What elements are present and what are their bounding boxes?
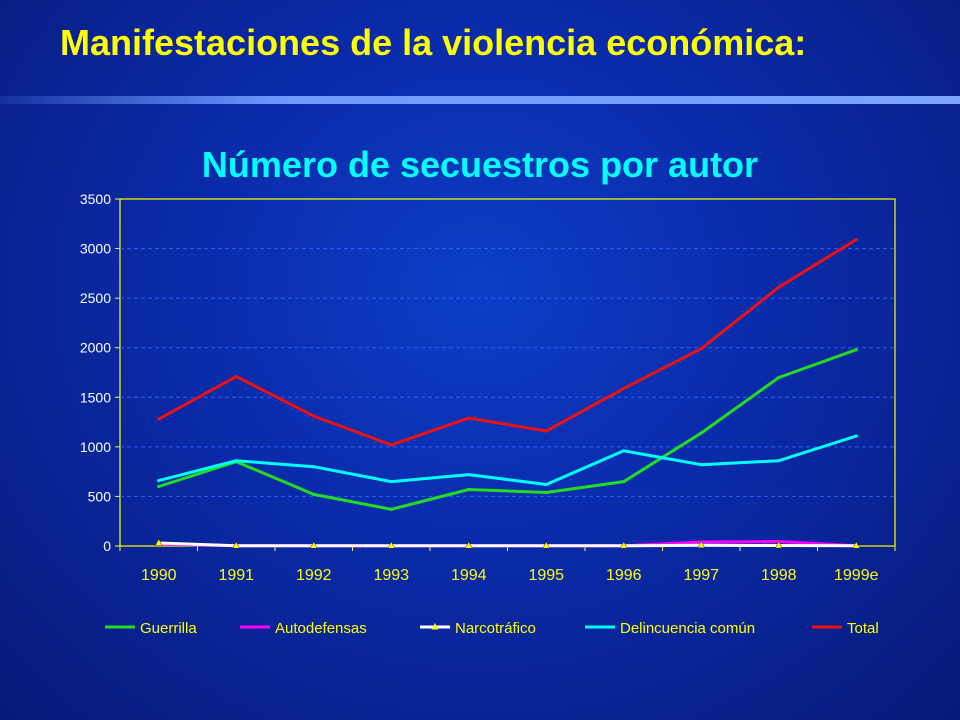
y-tick-label: 3000	[80, 241, 111, 257]
data-point-delincuencia-comun	[157, 478, 161, 483]
data-point-delincuencia-comun	[544, 482, 548, 487]
data-point-narcotrafico	[232, 541, 241, 549]
data-point-guerrilla	[467, 487, 471, 492]
chart-title: Número de secuestros por autor	[201, 144, 759, 185]
data-point-delincuencia-comun	[234, 459, 238, 463]
y-tick-label: 2500	[80, 290, 111, 306]
series-line-guerrilla	[158, 348, 857, 511]
y-tick-label: 500	[88, 488, 112, 504]
data-point-guerrilla	[312, 492, 316, 497]
data-point-narcotrafico	[774, 540, 783, 549]
slide-title: Manifestaciones de la violencia económic…	[60, 22, 807, 63]
data-point-guerrilla	[777, 375, 781, 380]
x-tick-label: 1992	[296, 567, 332, 584]
data-point-delincuencia-comun	[622, 449, 626, 453]
data-point-narcotrafico	[542, 541, 551, 549]
x-tick-label: 1997	[683, 567, 719, 584]
data-point-total	[234, 374, 238, 379]
legend-label-total: Total	[847, 620, 879, 637]
data-point-guerrilla	[544, 490, 548, 495]
data-point-guerrilla	[622, 479, 626, 484]
legend-label-delincuencia-comun: Delincuencia común	[620, 620, 755, 637]
x-tick-label: 1993	[373, 567, 409, 584]
data-point-total	[777, 285, 781, 289]
y-tick-label: 1000	[80, 439, 111, 455]
y-tick-label: 1500	[80, 389, 111, 405]
data-point-guerrilla	[157, 484, 161, 489]
data-point-narcotrafico	[154, 538, 163, 546]
data-point-narcotrafico	[309, 541, 318, 549]
title-divider	[0, 96, 960, 104]
x-tick-label: 1998	[761, 567, 797, 584]
data-point-delincuencia-comun	[854, 434, 858, 438]
x-tick-label: 1996	[606, 567, 642, 584]
series-line-delincuencia-comun	[158, 434, 857, 486]
data-point-guerrilla	[389, 507, 393, 511]
data-point-delincuencia-comun	[699, 463, 703, 467]
data-point-delincuencia-comun	[777, 459, 781, 463]
legend-marker-narcotrafico	[431, 623, 439, 630]
data-point-total	[699, 347, 703, 351]
data-point-guerrilla	[854, 348, 858, 352]
data-point-narcotrafico	[387, 541, 396, 549]
series-line-total	[158, 238, 858, 447]
data-point-delincuencia-comun	[389, 479, 393, 484]
data-point-delincuencia-comun	[467, 473, 471, 477]
x-tick-label: 1991	[218, 567, 254, 584]
y-tick-label: 3500	[80, 191, 111, 207]
data-point-total	[157, 417, 161, 421]
data-point-total	[622, 386, 626, 390]
y-tick-label: 2000	[80, 340, 111, 356]
data-point-narcotrafico	[619, 541, 628, 549]
x-tick-label: 1999e	[834, 567, 879, 584]
x-tick-label: 1994	[451, 567, 487, 584]
x-tick-label: 1995	[528, 567, 564, 584]
x-tick-label: 1990	[141, 567, 177, 584]
data-point-narcotrafico	[852, 541, 861, 549]
data-point-guerrilla	[699, 431, 703, 435]
data-point-total	[389, 443, 393, 447]
legend-label-narcotrafico: Narcotráfico	[455, 620, 536, 637]
data-point-total	[544, 429, 548, 433]
data-point-total	[854, 238, 858, 242]
legend-label-autodefensas: Autodefensas	[275, 620, 367, 637]
y-tick-label: 0	[103, 538, 111, 554]
data-point-narcotrafico	[697, 540, 706, 548]
data-point-total	[467, 416, 471, 420]
data-point-narcotrafico	[464, 541, 473, 549]
data-point-delincuencia-comun	[312, 465, 316, 469]
plot-area-border	[119, 198, 896, 547]
data-point-total	[312, 414, 316, 418]
series-line-narcotrafico	[158, 541, 857, 548]
legend-label-guerrilla: Guerrilla	[140, 620, 197, 637]
